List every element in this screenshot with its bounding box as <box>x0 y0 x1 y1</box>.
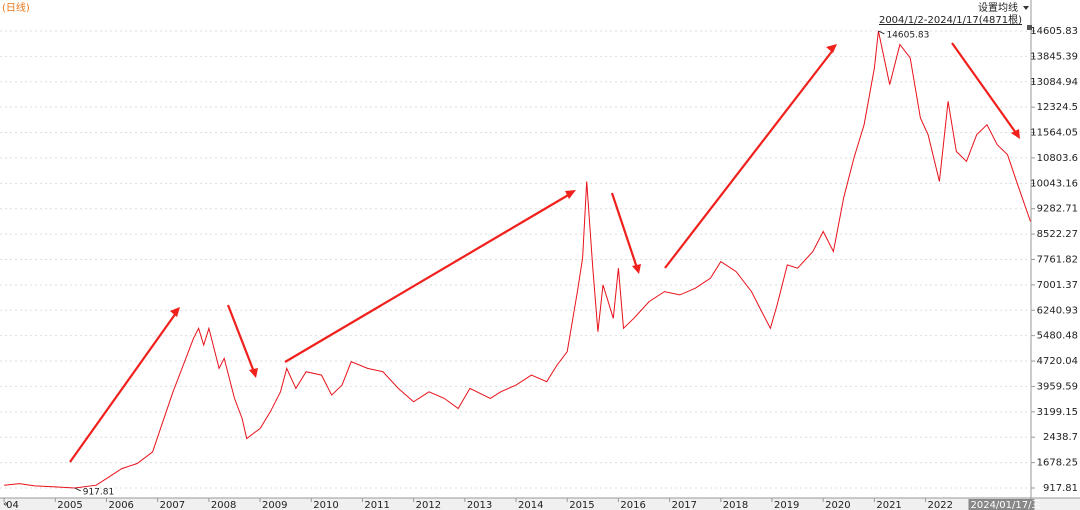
y-tick-label: 10803.6 <box>1037 153 1078 164</box>
y-tick-label: 4720.04 <box>1037 356 1078 367</box>
arrow <box>284 193 571 363</box>
scroll-left[interactable]: « <box>3 500 9 510</box>
y-tick-label: 5480.48 <box>1037 331 1078 342</box>
x-tick-label: 2005 <box>57 500 82 510</box>
x-tick-label: 2024/01/17/三 <box>970 500 1041 510</box>
x-tick-label: 2018 <box>723 500 748 510</box>
y-tick-label: 1678.25 <box>1037 458 1078 469</box>
scroll-marker <box>1027 25 1032 30</box>
arrow <box>951 42 1017 134</box>
x-tick-label: 2010 <box>313 500 338 510</box>
y-tick-label: 12324.5 <box>1037 102 1078 113</box>
range-label[interactable]: 2004/1/2-2024/1/17(4871根) <box>879 13 1022 26</box>
x-tick-label: 2013 <box>467 500 492 510</box>
x-tick-label: 2007 <box>160 500 185 510</box>
y-tick-label: 7001.37 <box>1037 280 1078 291</box>
x-tick-label: 2016 <box>620 500 645 510</box>
annotation: 917.81 <box>83 487 115 497</box>
ma-setting[interactable]: 设置均线 <box>978 1 1018 14</box>
y-tick-label: 9282.71 <box>1037 204 1078 215</box>
y-tick-label: 2438.7 <box>1043 432 1078 443</box>
y-tick-label: 8522.27 <box>1037 229 1078 240</box>
annotation-pointer <box>74 487 81 492</box>
x-tick-label: 2019 <box>774 500 799 510</box>
dropdown-icon[interactable] <box>1023 6 1029 10</box>
y-tick-label: 10043.16 <box>1030 178 1078 189</box>
y-tick-label: 11564.05 <box>1030 128 1078 139</box>
price-line <box>4 30 1031 489</box>
arrow <box>610 192 639 269</box>
x-tick-label: 2020 <box>825 500 850 510</box>
y-tick-label: 14605.83 <box>1030 26 1078 37</box>
x-axis-bar <box>0 498 1080 510</box>
x-tick-label: 2014 <box>518 500 543 510</box>
x-tick-label: 04 <box>6 500 19 510</box>
y-tick-label: 3959.59 <box>1037 381 1078 392</box>
x-tick-label: 2009 <box>262 500 287 510</box>
x-tick-label: 2015 <box>569 500 594 510</box>
arrow <box>664 49 834 269</box>
x-tick-label: 2006 <box>108 500 133 510</box>
y-tick-label: 6240.93 <box>1037 305 1078 316</box>
arrows <box>69 42 1020 463</box>
x-tick-label: 2017 <box>672 500 697 510</box>
x-tick-label: 2022 <box>928 500 953 510</box>
x-tick-label: 2008 <box>211 500 236 510</box>
y-tick-label: 13845.39 <box>1030 51 1078 62</box>
annotation-pointer <box>878 30 885 35</box>
y-tick-label: 917.81 <box>1043 483 1078 494</box>
y-tick-label: 13084.94 <box>1030 77 1078 88</box>
arrow <box>69 312 177 463</box>
y-tick-label: 3199.15 <box>1037 407 1078 418</box>
arrow <box>226 304 256 373</box>
annotation: 14605.83 <box>886 30 929 40</box>
y-tick-label: 7761.82 <box>1037 254 1078 265</box>
x-tick-highlight <box>968 499 1035 510</box>
period-label: (日线) <box>2 1 30 14</box>
x-tick-label: 2011 <box>364 500 389 510</box>
x-tick-label: 2012 <box>416 500 441 510</box>
x-tick-label: 2021 <box>876 500 901 510</box>
